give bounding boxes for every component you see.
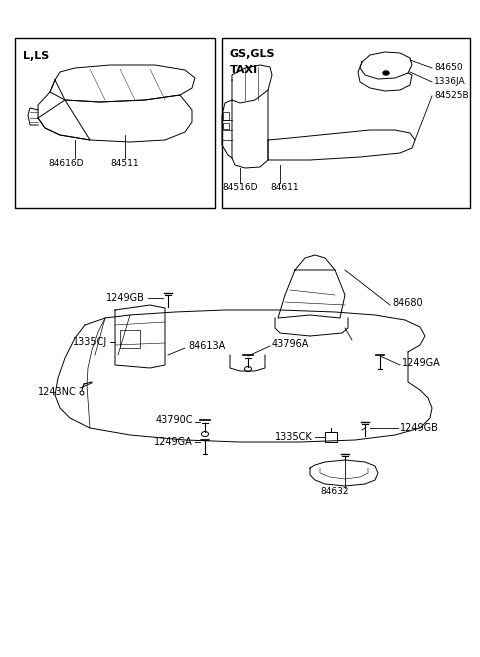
- Text: L,LS: L,LS: [23, 51, 49, 61]
- Text: 43790C: 43790C: [156, 415, 193, 425]
- Bar: [222, 38, 470, 208]
- Text: 1335CK: 1335CK: [275, 432, 313, 442]
- Text: 1249GB: 1249GB: [400, 423, 439, 433]
- Ellipse shape: [244, 367, 252, 371]
- Text: 84650: 84650: [434, 64, 463, 72]
- Text: 1336JA: 1336JA: [434, 78, 466, 87]
- Text: 84516D: 84516D: [222, 183, 257, 193]
- Text: 1249GB: 1249GB: [106, 293, 145, 303]
- Ellipse shape: [202, 432, 208, 436]
- Text: 84613A: 84613A: [188, 341, 225, 351]
- Bar: [223, 112, 229, 120]
- Text: 1335CJ: 1335CJ: [73, 337, 107, 347]
- Text: 84632: 84632: [321, 487, 349, 497]
- Text: TAXI: TAXI: [230, 65, 258, 75]
- Text: 1249GA: 1249GA: [154, 437, 193, 447]
- Bar: [120, 330, 140, 348]
- Ellipse shape: [80, 391, 84, 395]
- Bar: [325, 432, 337, 442]
- Ellipse shape: [383, 71, 389, 75]
- Text: 1249GA: 1249GA: [402, 358, 441, 368]
- Text: 84511: 84511: [110, 158, 139, 168]
- Bar: [15, 38, 215, 208]
- Text: GS,GLS: GS,GLS: [230, 49, 276, 59]
- Text: 1243NC: 1243NC: [38, 387, 77, 397]
- Text: 84611: 84611: [270, 183, 299, 193]
- Text: 84616D: 84616D: [48, 158, 84, 168]
- Text: 84680: 84680: [392, 298, 422, 308]
- Text: 84525B: 84525B: [434, 91, 468, 101]
- Text: 43796A: 43796A: [272, 339, 310, 349]
- Bar: [223, 123, 229, 129]
